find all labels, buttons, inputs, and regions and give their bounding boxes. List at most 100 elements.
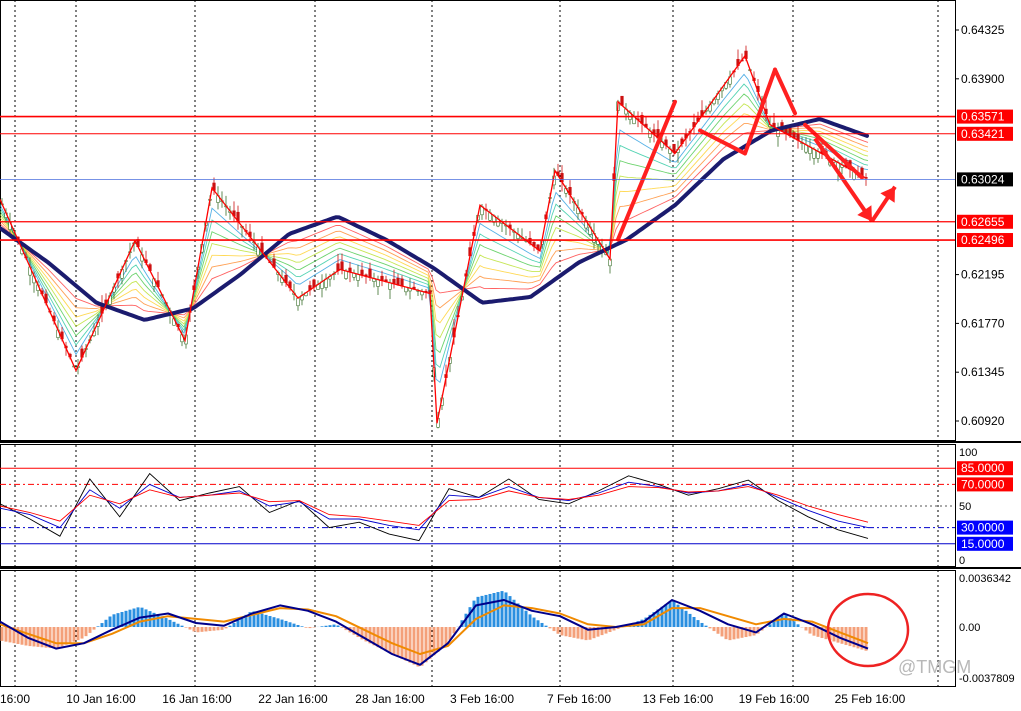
macd-histogram-bar (508, 596, 512, 628)
macd-histogram-bar (412, 627, 416, 665)
macd-histogram-bar (48, 627, 52, 649)
macd-histogram-bar (176, 623, 180, 628)
macd-histogram-bar (696, 620, 700, 628)
macd-histogram-bar (336, 625, 340, 628)
macd-histogram-bar (712, 627, 716, 632)
macd-histogram-bar (488, 593, 492, 628)
price-level-label: 0.62496 (961, 233, 1005, 247)
highlight-circle (826, 592, 910, 668)
macd-histogram-bar (428, 627, 432, 659)
x-tick-label: 28 Jan 16:00 (355, 692, 425, 706)
macd-histogram-bar (744, 627, 748, 638)
macd-histogram-bar (604, 627, 608, 634)
price-level-label: 0.63421 (961, 127, 1005, 141)
macd-histogram-bar (784, 615, 788, 628)
macd-histogram-bar (692, 616, 696, 628)
macd-histogram-bar (248, 612, 252, 628)
candle-body (356, 273, 360, 281)
macd-histogram-bar (704, 625, 708, 628)
ribbon-ma-line (0, 113, 869, 324)
macd-histogram-bar (332, 624, 336, 628)
candle-body (296, 297, 300, 307)
macd-histogram-bar (836, 627, 840, 643)
macd-histogram-bar (12, 627, 16, 644)
macd-histogram-bar (404, 627, 408, 661)
macd-histogram-bar (164, 618, 168, 628)
macd-histogram-bar (768, 624, 772, 628)
macd-histogram-bar (860, 627, 864, 650)
macd-histogram-bar (724, 627, 728, 640)
trend-arrow-segment (743, 67, 777, 156)
macd-histogram-bar (136, 607, 140, 628)
macd-histogram-bar (256, 612, 260, 628)
macd-histogram-bar (572, 627, 576, 638)
ribbon-ma-line (0, 73, 869, 384)
stoch-level-tag (957, 461, 1013, 476)
macd-histogram-bar (564, 627, 568, 637)
macd-histogram-bar (292, 623, 296, 628)
macd-histogram-bar (260, 613, 264, 628)
macd-histogram-bar (544, 625, 548, 628)
stoch-level-label: 70.0000 (961, 477, 1005, 491)
macd-histogram-bar (820, 627, 824, 638)
stoch-series-line (0, 486, 869, 526)
macd-histogram-bar (424, 627, 428, 663)
x-tick-label: 13 Feb 16:00 (643, 692, 714, 706)
macd-histogram-bar (188, 627, 192, 630)
macd-histogram-bar (524, 610, 528, 628)
macd-histogram-bar (212, 627, 216, 631)
projection-arrowhead (857, 205, 872, 222)
macd-histogram-bar (224, 627, 228, 629)
macd-histogram-bar (396, 627, 400, 657)
macd-histogram-bar (720, 627, 724, 637)
watermark-text: @TMGM (898, 657, 971, 677)
candle-body (864, 177, 868, 179)
macd-histogram-bar (180, 625, 184, 628)
macd-histogram-bar (728, 627, 732, 641)
price-level-tag (957, 233, 1013, 248)
macd-histogram-bar (792, 621, 796, 628)
price-tick-label: 0.61770 (961, 316, 1005, 330)
x-tick-label: 16:00 (0, 692, 30, 706)
macd-histogram-bar (8, 627, 12, 643)
macd-histogram-bar (516, 603, 520, 628)
macd-histogram-bar (200, 627, 204, 632)
macd-histogram-bar (432, 627, 436, 656)
macd-histogram-bar (264, 614, 268, 628)
macd-histogram-bar (372, 627, 376, 646)
macd-histogram-bar (808, 627, 812, 634)
x-tick-label: 10 Jan 16:00 (66, 692, 136, 706)
stoch-level-tag (957, 536, 1013, 551)
macd-histogram-bar (160, 616, 164, 628)
macd-histogram-bar (184, 627, 188, 628)
macd-histogram-bar (804, 627, 808, 631)
macd-histogram-bar (64, 627, 68, 645)
macd-histogram-bar (452, 627, 456, 634)
macd-histogram-bar (588, 627, 592, 640)
price-level-label: 0.63024 (961, 172, 1005, 186)
x-tick-label: 19 Feb 16:00 (739, 692, 810, 706)
ribbon-ma-line (0, 123, 869, 316)
macd-histogram-bar (104, 619, 108, 628)
macd-histogram-bar (92, 627, 96, 630)
zigzag-line (0, 54, 866, 424)
macd-histogram-bar (144, 609, 148, 628)
macd-histogram-bar (528, 614, 532, 628)
price-tick-label: 0.63900 (961, 72, 1005, 86)
macd-histogram-bar (732, 627, 736, 640)
macd-histogram-bar (304, 627, 308, 628)
macd-histogram-bar (548, 627, 552, 629)
macd-histogram-bar (436, 627, 440, 652)
macd-histogram-bar (232, 622, 236, 628)
macd-histogram-bar (812, 627, 816, 636)
macd-histogram-bar (80, 627, 84, 639)
x-tick-label: 25 Feb 16:00 (835, 692, 906, 706)
macd-histogram-bar (656, 609, 660, 628)
macd-histogram-bar (864, 627, 868, 651)
macd-histogram-bar (236, 620, 240, 628)
macd-histogram-bar (84, 627, 88, 637)
macd-histogram-bar (172, 621, 176, 628)
macd-histogram-bar (4, 627, 8, 642)
stochastic-panel (0, 467, 955, 545)
x-tick-label: 16 Jan 16:00 (162, 692, 232, 706)
